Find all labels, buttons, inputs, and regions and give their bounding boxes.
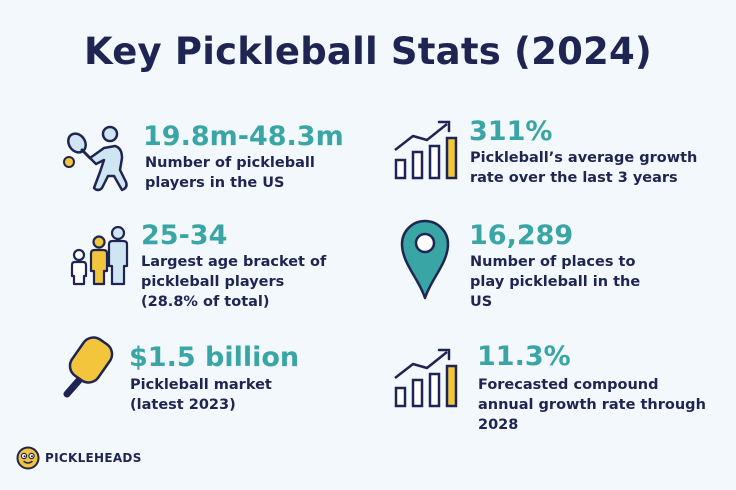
stat-value: 311% (469, 116, 553, 147)
stat-description: Pickleball market (latest 2023) (130, 377, 272, 413)
stat-value: 19.8m-48.3m (143, 121, 344, 152)
growth-chart-icon (394, 120, 458, 180)
growth-chart-icon (394, 348, 458, 408)
stat-description: Forecasted compound annual growth rate t… (478, 377, 706, 433)
stat-value: 25-34 (141, 220, 228, 251)
paddle-icon (63, 336, 114, 398)
stat-value: $1.5 billion (129, 342, 300, 373)
player-icon (63, 125, 128, 192)
people-icon (70, 226, 129, 286)
pickleball-logo-icon (16, 446, 40, 470)
stat-description: Largest age bracket of pickleball player… (141, 254, 327, 310)
stat-description: Number of places to play pickleball in t… (470, 254, 641, 310)
stat-value: 11.3% (477, 341, 571, 372)
brand-name: PICKLEHEADS (45, 451, 142, 465)
stat-description: Number of pickleball players in the US (145, 155, 315, 191)
stat-value: 16,289 (469, 220, 574, 251)
map-pin-icon (400, 219, 450, 300)
stat-description: Pickleball’s average growth rate over th… (470, 150, 698, 186)
page-title: Key Pickleball Stats (2024) (83, 30, 653, 73)
brand-logo: PICKLEHEADS (16, 445, 142, 471)
